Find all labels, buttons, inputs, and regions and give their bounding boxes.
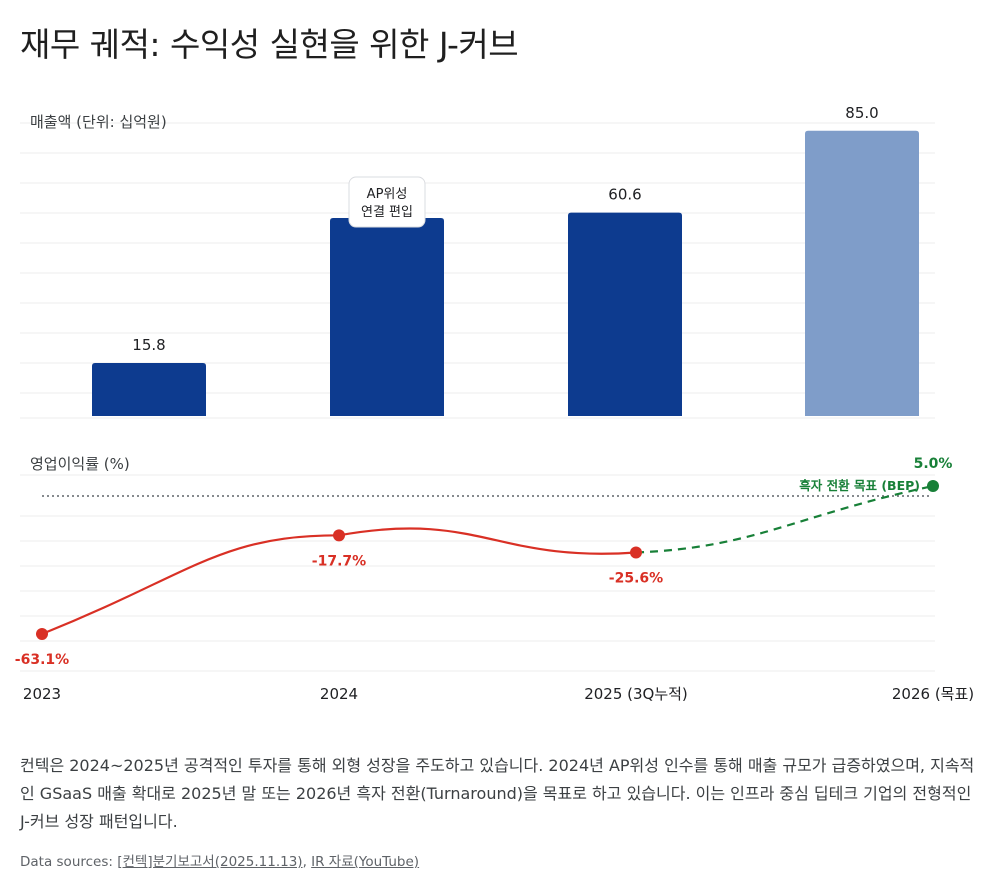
margin-line-actual — [41, 527, 637, 636]
bar-value-label: 85.0 — [845, 104, 878, 122]
bar-2025 (3Q누적) — [568, 212, 682, 416]
margin-value-label: -17.7% — [312, 553, 366, 569]
annotation-box — [348, 176, 426, 228]
sources-label: Data sources: — [20, 854, 113, 870]
line-layer: 흑자 전환 목표 (BEP) -63.1% -17.7% -25.6% 5.0% — [15, 456, 953, 668]
x-axis-label: 2024 — [320, 685, 358, 703]
bar-2024 — [330, 218, 444, 416]
source-separator: , — [302, 854, 312, 870]
x-axis: 2023 2024 2025 (3Q누적) 2026 (목표) — [23, 685, 974, 703]
source-link-ir[interactable]: IR 자료(YouTube) — [311, 854, 420, 870]
margin-point-2023 — [36, 628, 48, 640]
annotation-text: 연결 편입 — [361, 205, 413, 220]
summary-text: 컨텍은 2024~2025년 공격적인 투자를 통해 외형 성장을 주도하고 있… — [20, 756, 975, 831]
data-sources: Data sources: [컨텍]분기보고서(2025.11.13), IR … — [20, 850, 419, 870]
page-title: 재무 궤적: 수익성 실현을 위한 J-커브 — [20, 25, 519, 64]
bar-chart-ylabel: 매출액 (단위: 십억원) — [30, 113, 167, 131]
annotation-text: AP위성 — [367, 187, 408, 202]
line-chart-ylabel: 영업이익률 (%) — [30, 455, 130, 473]
margin-value-label: -25.6% — [609, 571, 663, 587]
x-axis-label: 2026 (목표) — [892, 685, 974, 703]
x-axis-label: 2023 — [23, 685, 61, 703]
bar-value-label: 15.8 — [132, 336, 165, 354]
margin-point-2024 — [333, 529, 345, 542]
margin-value-label: -63.1% — [15, 652, 69, 668]
bep-reference-label: 흑자 전환 목표 (BEP) — [799, 478, 920, 493]
source-link-report[interactable]: [컨텍]분기보고서(2025.11.13) — [117, 854, 303, 870]
bar-2023 — [92, 362, 206, 416]
margin-value-label: 5.0% — [914, 456, 953, 472]
bar-value-label: 60.6 — [608, 186, 641, 204]
margin-point-2025 (3Q누적) — [630, 546, 642, 559]
bar-2026 (목표) — [805, 130, 919, 416]
margin-line-target — [635, 484, 934, 554]
margin-point-2026 (목표) — [927, 480, 939, 492]
x-axis-label: 2025 (3Q누적) — [584, 685, 688, 703]
